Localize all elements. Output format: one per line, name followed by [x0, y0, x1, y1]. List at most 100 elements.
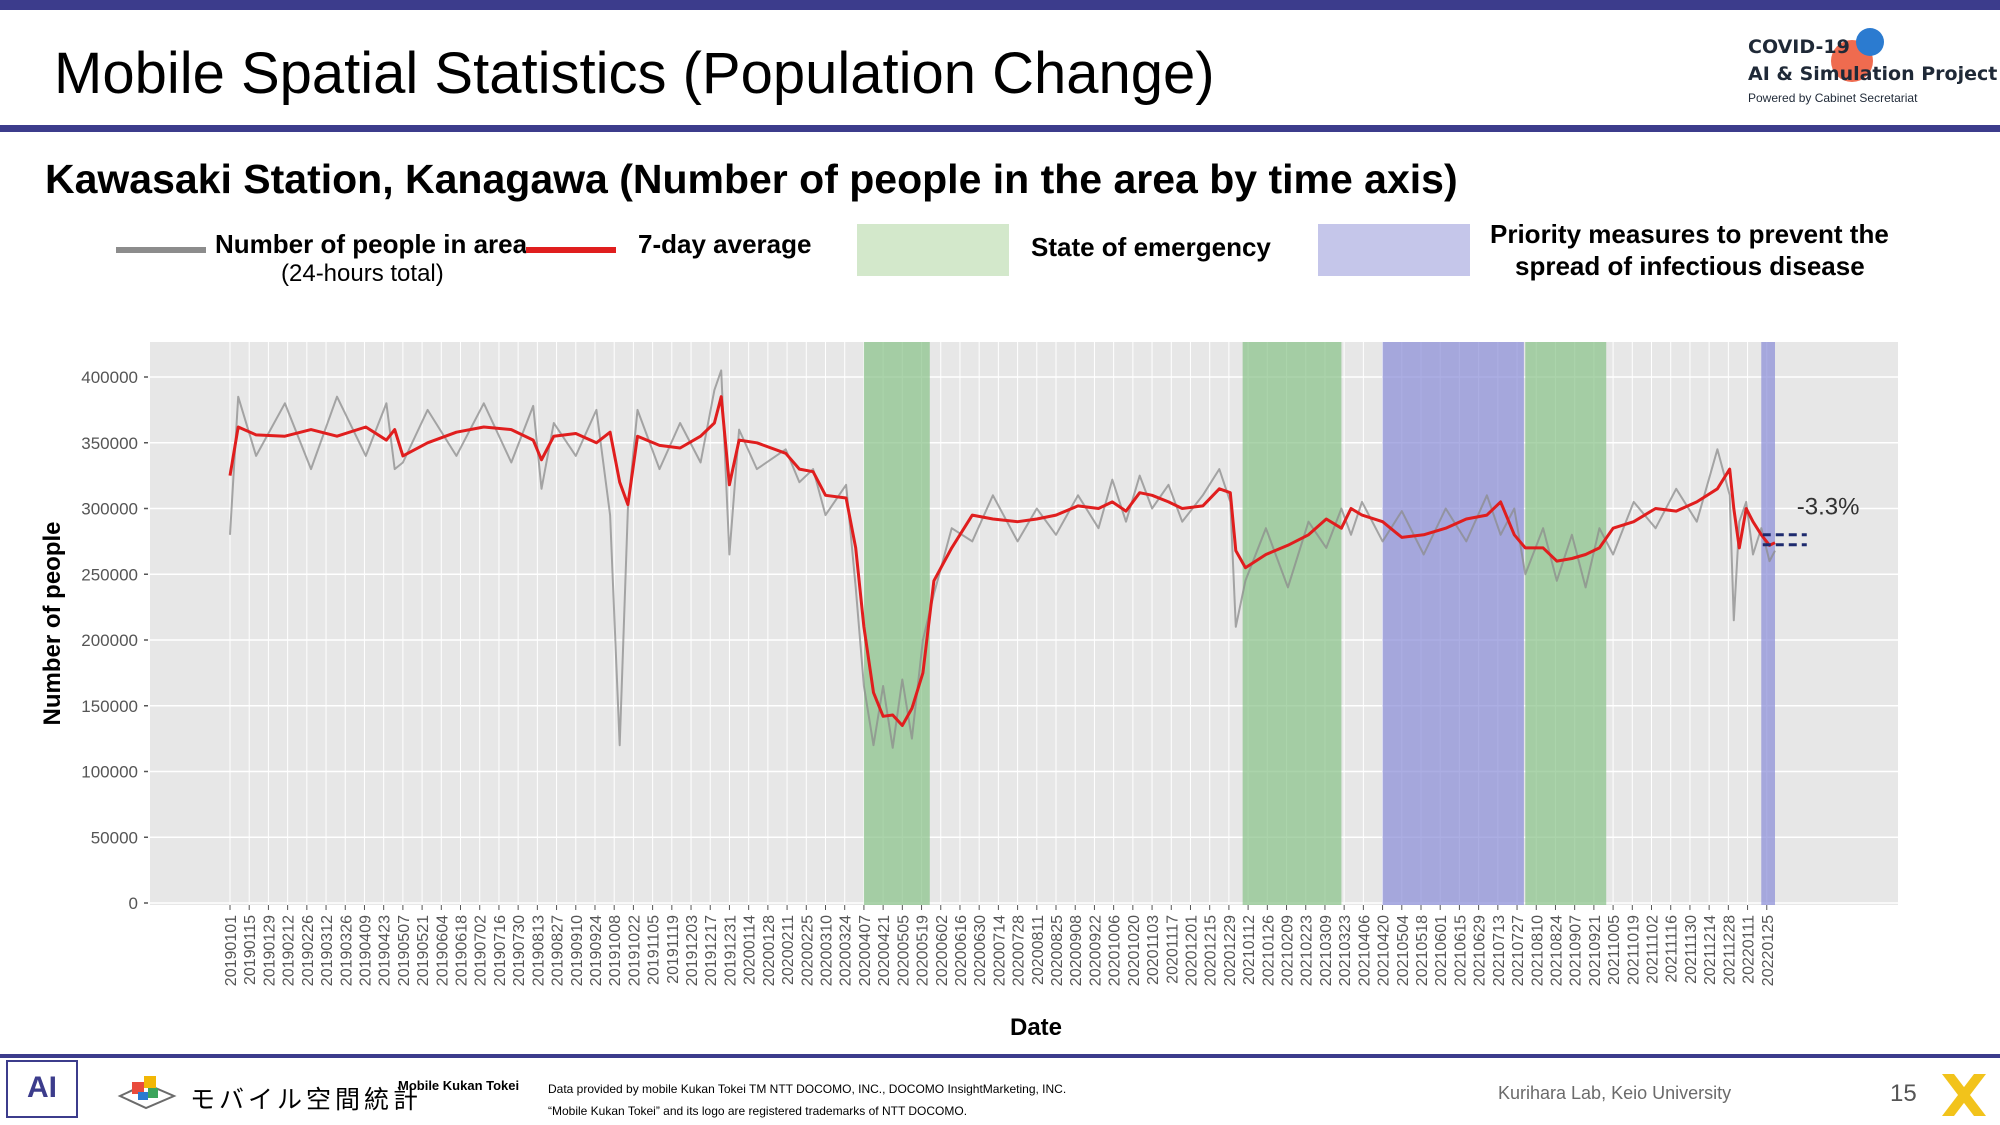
x-tick-label: 20210209	[1280, 915, 1297, 986]
x-tick-label: 20201201	[1183, 915, 1200, 986]
annotation-dashes	[1762, 533, 1807, 547]
x-tick-label: 20211005	[1606, 915, 1623, 985]
plot-background	[150, 342, 1898, 905]
x-tick-label: 20190326	[338, 915, 355, 986]
x-tick-label: 20200908	[1068, 915, 1085, 986]
annotation-label: -3.3%	[1797, 494, 1860, 521]
x-tick-label: 20190618	[454, 915, 471, 986]
x-tick-label: 20211116	[1664, 915, 1681, 983]
priority-measures-band	[1382, 342, 1524, 905]
x-tick-label: 20191105	[646, 915, 663, 985]
x-tick-label: 20210615	[1452, 915, 1469, 986]
x-tick-label: 20200128	[761, 915, 778, 986]
x-tick-label: 20210406	[1356, 915, 1373, 986]
x-tick-label: 20210126	[1260, 915, 1277, 986]
footer-credit-line-2: “Mobile Kukan Tokei” and its logo are re…	[548, 1104, 968, 1118]
x-tick-label: 20210601	[1433, 915, 1450, 986]
footer-rule	[0, 1054, 2000, 1058]
x-tick-label: 20190507	[396, 915, 413, 986]
x-tick-label: 20210223	[1299, 915, 1316, 986]
legend-emergency-label: State of emergency	[1031, 232, 1271, 262]
x-tick-label: 20210518	[1414, 915, 1431, 986]
x-tick-label: 20190924	[588, 915, 605, 986]
x-tick-label: 20190312	[319, 915, 336, 986]
x-tick-label: 20190604	[434, 915, 451, 986]
footer-brand: Mobile Kukan Tokei	[398, 1078, 520, 1093]
legend-emergency-swatch	[857, 224, 1009, 276]
x-tick-label: 20200602	[934, 915, 951, 986]
x-tick-label: 20201103	[1145, 915, 1162, 985]
logo-line-3: Powered by Cabinet Secretariat	[1748, 91, 1918, 105]
legend-raw-line	[116, 247, 206, 253]
x-tick-label: 20200811	[1030, 915, 1047, 985]
footer-jp-logo-text: モバイル空間統計	[190, 1086, 423, 1114]
priority-measures-band	[1761, 342, 1775, 905]
cube-logo-icon	[117, 1076, 177, 1110]
covid-ai-project-logo: COVID-19 AI & Simulation Project Powered…	[1748, 22, 1998, 117]
legend-raw-label: Number of people in area	[215, 229, 528, 259]
x-tick-label: 20200922	[1087, 915, 1104, 986]
x-tick-label: 20211228	[1721, 915, 1738, 985]
y-tick-label: 100000	[81, 763, 138, 782]
x-tick-label: 20200519	[915, 915, 932, 986]
y-tick-label: 300000	[81, 500, 138, 519]
x-tick-label: 20210504	[1395, 915, 1412, 986]
x-tick-label: 20211102	[1645, 915, 1662, 984]
x-tick-label: 20190409	[357, 915, 374, 986]
x-tick-label: 20190827	[550, 915, 567, 986]
x-tick-label: 20200114	[742, 915, 759, 985]
x-tick-label: 20190702	[473, 915, 490, 986]
legend-priority-label-2: spread of infectious disease	[1515, 251, 1865, 281]
x-tick-label: 20210824	[1548, 915, 1565, 986]
x-tick-label: 20210112	[1241, 915, 1258, 985]
y-tick-label: 0	[129, 894, 138, 913]
x-tick-label: 20210810	[1529, 915, 1546, 986]
x-tick-label: 20210323	[1337, 915, 1354, 986]
x-tick-label: 20191119	[665, 915, 682, 984]
footer-lab-name: Kurihara Lab, Keio University	[1498, 1083, 1732, 1103]
footer-ai-mark: AI	[6, 1060, 78, 1118]
x-tick-label: 20200421	[876, 915, 893, 986]
x-tick-label: 20191231	[722, 915, 739, 986]
x-tick-label: 20191217	[703, 915, 720, 986]
x-tick-label: 20191022	[626, 915, 643, 986]
logo-line-1: COVID-19	[1748, 36, 1850, 58]
emergency-period-band	[1525, 342, 1607, 905]
page-title: Mobile Spatial Statistics (Population Ch…	[54, 41, 1215, 106]
x-tick-label: 20210309	[1318, 915, 1335, 986]
x-tick-label: 20210921	[1587, 915, 1604, 986]
y-tick-label: 350000	[81, 434, 138, 453]
x-tick-label: 20190423	[377, 915, 394, 986]
x-tick-label: 20220125	[1760, 915, 1777, 986]
mobile-kukan-tokei-logo: モバイル空間統計	[112, 1068, 418, 1118]
x-tick-label: 20210907	[1568, 915, 1585, 986]
x-tick-label: 20190101	[223, 915, 240, 986]
x-tick-label: 20200310	[818, 915, 835, 986]
x-tick-label: 20200630	[972, 915, 989, 986]
x-brand-icon	[1942, 1074, 1986, 1116]
x-tick-label: 20201215	[1203, 915, 1220, 986]
x-tick-label: 20190115	[242, 915, 259, 985]
x-tick-label: 20200714	[991, 915, 1008, 986]
x-tick-label: 20201020	[1126, 915, 1143, 986]
y-tick-label: 250000	[81, 565, 138, 584]
logo-line-2: AI & Simulation Project	[1748, 63, 1998, 85]
x-tick-label: 20190813	[530, 915, 547, 986]
legend-priority-swatch	[1318, 224, 1470, 276]
top-accent-bar	[0, 0, 2000, 10]
x-tick-label: 20190129	[261, 915, 278, 986]
x-tick-label: 20210420	[1376, 915, 1393, 986]
x-tick-label: 20200225	[799, 915, 816, 986]
y-tick-label: 400000	[81, 368, 138, 387]
x-tick-label: 20191203	[684, 915, 701, 986]
chart-subtitle: Kawasaki Station, Kanagawa (Number of pe…	[45, 156, 1458, 202]
x-tick-label: 20200728	[1011, 915, 1028, 986]
x-tick-label: 20190910	[569, 915, 586, 986]
legend-avg-label: 7-day average	[638, 229, 812, 259]
x-tick-label: 20210629	[1472, 915, 1489, 986]
emergency-period-band	[863, 342, 930, 905]
footer-credit-line-1: Data provided by mobile Kukan Tokei TM N…	[548, 1082, 1067, 1096]
legend-raw-sublabel: (24-hours total)	[281, 260, 444, 287]
x-tick-label: 20200825	[1049, 915, 1066, 986]
x-tick-label: 20190226	[300, 915, 317, 986]
